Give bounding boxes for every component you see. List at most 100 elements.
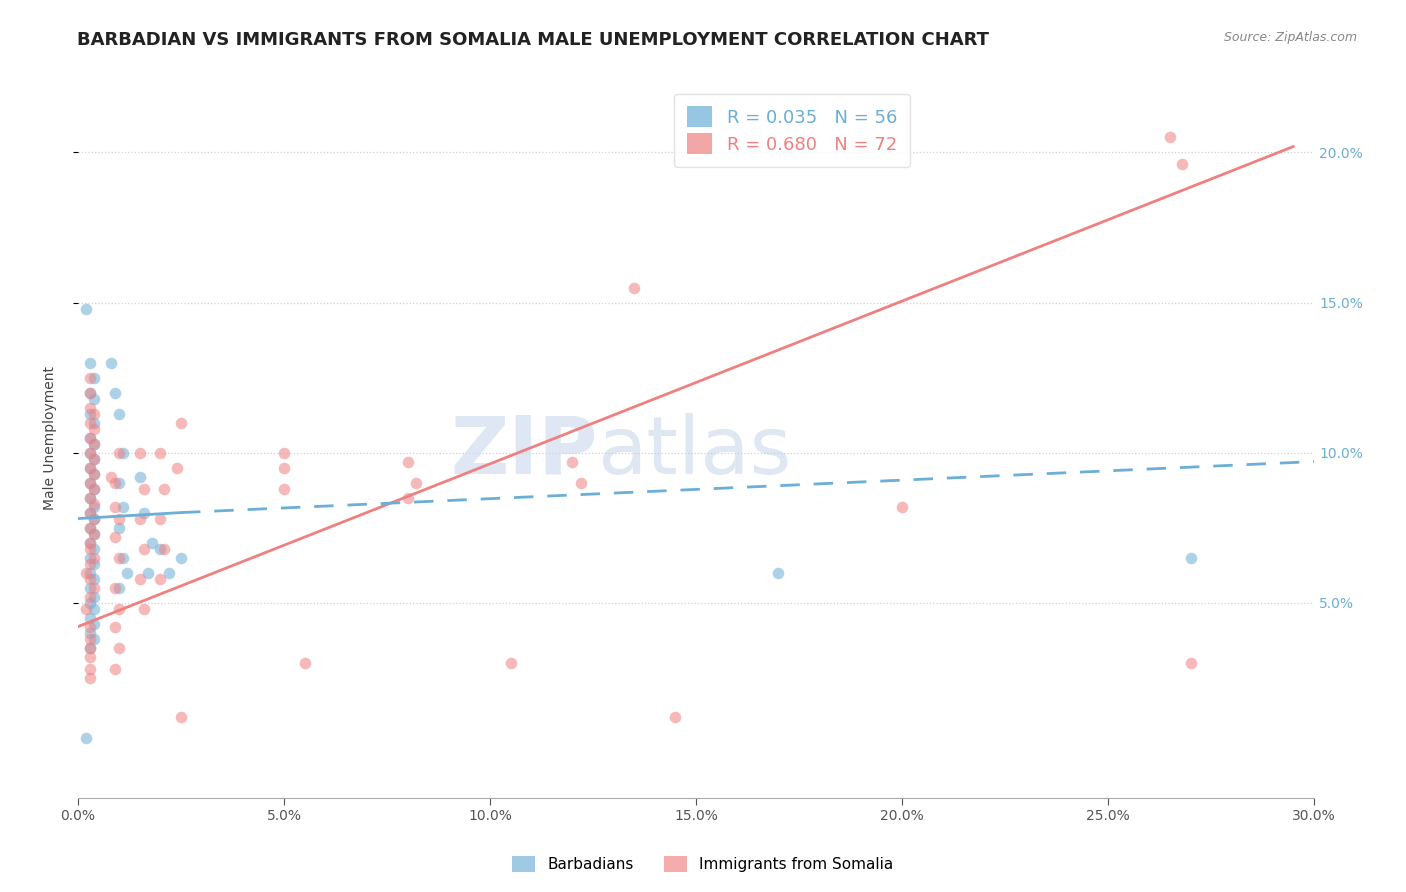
Point xyxy=(104,500,127,514)
Point xyxy=(83,590,105,604)
Point xyxy=(83,421,105,435)
Point xyxy=(83,436,105,450)
Point xyxy=(273,482,295,496)
Point xyxy=(83,541,105,556)
Point xyxy=(83,467,105,481)
Point xyxy=(396,454,419,468)
Point xyxy=(108,407,131,421)
Point xyxy=(79,662,101,676)
Point xyxy=(83,581,105,595)
Point xyxy=(170,416,193,430)
Point xyxy=(83,511,105,525)
Point xyxy=(79,596,101,610)
Point xyxy=(83,436,105,450)
Point xyxy=(79,640,101,655)
Point xyxy=(83,407,105,421)
Text: BARBADIAN VS IMMIGRANTS FROM SOMALIA MALE UNEMPLOYMENT CORRELATION CHART: BARBADIAN VS IMMIGRANTS FROM SOMALIA MAL… xyxy=(77,31,990,49)
Point xyxy=(569,475,592,490)
Point xyxy=(79,541,101,556)
Point xyxy=(83,416,105,430)
Point xyxy=(79,572,101,586)
Point xyxy=(79,491,101,505)
Point xyxy=(79,557,101,571)
Point xyxy=(79,625,101,640)
Point xyxy=(75,566,97,580)
Point xyxy=(79,445,101,459)
Point xyxy=(79,385,101,400)
Point xyxy=(79,610,101,624)
Point xyxy=(79,506,101,520)
Point xyxy=(108,550,131,565)
Point xyxy=(79,370,101,384)
Point xyxy=(79,401,101,415)
Point xyxy=(83,467,105,481)
Point xyxy=(83,500,105,514)
Point xyxy=(149,572,172,586)
Point xyxy=(132,601,155,615)
Point xyxy=(153,541,176,556)
Point xyxy=(79,416,101,430)
Point xyxy=(128,511,150,525)
Point xyxy=(112,445,135,459)
Point xyxy=(112,500,135,514)
Point xyxy=(79,506,101,520)
Legend: R = 0.035   N = 56, R = 0.680   N = 72: R = 0.035 N = 56, R = 0.680 N = 72 xyxy=(673,94,910,167)
Point xyxy=(100,355,122,369)
Point xyxy=(108,520,131,534)
Point xyxy=(108,511,131,525)
Point xyxy=(79,535,101,549)
Point xyxy=(83,511,105,525)
Point xyxy=(128,445,150,459)
Point xyxy=(79,619,101,633)
Point xyxy=(108,581,131,595)
Point xyxy=(79,491,101,505)
Text: Source: ZipAtlas.com: Source: ZipAtlas.com xyxy=(1223,31,1357,45)
Point xyxy=(75,731,97,745)
Point xyxy=(79,550,101,565)
Legend: Barbadians, Immigrants from Somalia: Barbadians, Immigrants from Somalia xyxy=(505,848,901,880)
Point xyxy=(768,566,790,580)
Point xyxy=(623,280,645,294)
Point xyxy=(104,619,127,633)
Point xyxy=(141,535,163,549)
Point xyxy=(149,541,172,556)
Point xyxy=(396,491,419,505)
Point xyxy=(83,572,105,586)
Point xyxy=(79,460,101,475)
Point xyxy=(108,475,131,490)
Text: ZIP: ZIP xyxy=(450,413,598,491)
Point xyxy=(79,566,101,580)
Point xyxy=(79,581,101,595)
Point xyxy=(170,709,193,723)
Point xyxy=(79,590,101,604)
Point xyxy=(79,671,101,685)
Point xyxy=(104,530,127,544)
Point xyxy=(108,445,131,459)
Point xyxy=(83,451,105,466)
Point xyxy=(79,407,101,421)
Point xyxy=(83,526,105,541)
Point xyxy=(79,385,101,400)
Point xyxy=(79,520,101,534)
Point xyxy=(83,601,105,615)
Point xyxy=(83,451,105,466)
Point xyxy=(166,460,188,475)
Point xyxy=(273,445,295,459)
Point xyxy=(83,370,105,384)
Point xyxy=(79,475,101,490)
Point xyxy=(79,355,101,369)
Point xyxy=(79,632,101,646)
Point xyxy=(128,469,150,483)
Point xyxy=(83,550,105,565)
Point xyxy=(149,445,172,459)
Point xyxy=(1171,157,1194,171)
Point xyxy=(79,649,101,664)
Point xyxy=(75,301,97,316)
Point xyxy=(83,482,105,496)
Point xyxy=(79,431,101,445)
Point xyxy=(132,541,155,556)
Point xyxy=(79,475,101,490)
Point xyxy=(108,640,131,655)
Point xyxy=(104,385,127,400)
Point xyxy=(79,460,101,475)
